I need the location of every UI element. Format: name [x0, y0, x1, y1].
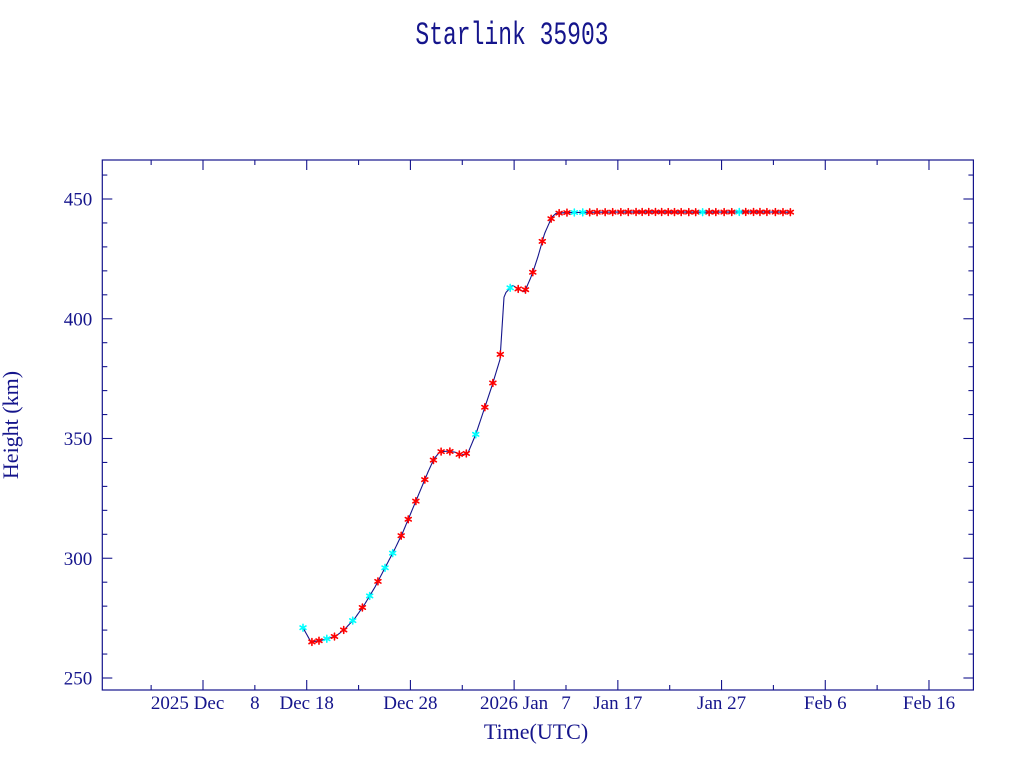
- svg-text:300: 300: [64, 549, 93, 570]
- svg-text:400: 400: [64, 309, 93, 330]
- svg-text:450: 450: [64, 190, 93, 211]
- svg-text:Height (km): Height (km): [0, 371, 23, 479]
- svg-text:350: 350: [64, 429, 93, 450]
- svg-text:Jan 17: Jan 17: [593, 693, 642, 714]
- svg-text:Dec 28: Dec 28: [383, 693, 437, 714]
- svg-text:7: 7: [561, 693, 571, 714]
- svg-text:Dec 18: Dec 18: [280, 693, 334, 714]
- svg-text:Time(UTC): Time(UTC): [484, 719, 588, 744]
- svg-text:2025 Dec: 2025 Dec: [151, 693, 224, 714]
- svg-text:250: 250: [64, 669, 93, 690]
- svg-text:Feb 16: Feb 16: [903, 693, 955, 714]
- svg-text:Starlink 35903: Starlink 35903: [415, 18, 608, 54]
- svg-text:Feb 6: Feb 6: [804, 693, 847, 714]
- svg-text:Jan 27: Jan 27: [697, 693, 746, 714]
- svg-text:2026 Jan: 2026 Jan: [480, 693, 549, 714]
- svg-text:8: 8: [250, 693, 260, 714]
